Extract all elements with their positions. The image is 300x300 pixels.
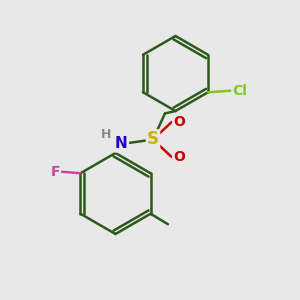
Text: Cl: Cl — [232, 84, 247, 98]
Text: S: S — [147, 130, 159, 148]
Text: H: H — [101, 128, 111, 141]
Text: N: N — [115, 136, 128, 152]
Text: F: F — [50, 165, 60, 179]
Text: O: O — [173, 150, 185, 164]
Text: O: O — [173, 115, 185, 129]
